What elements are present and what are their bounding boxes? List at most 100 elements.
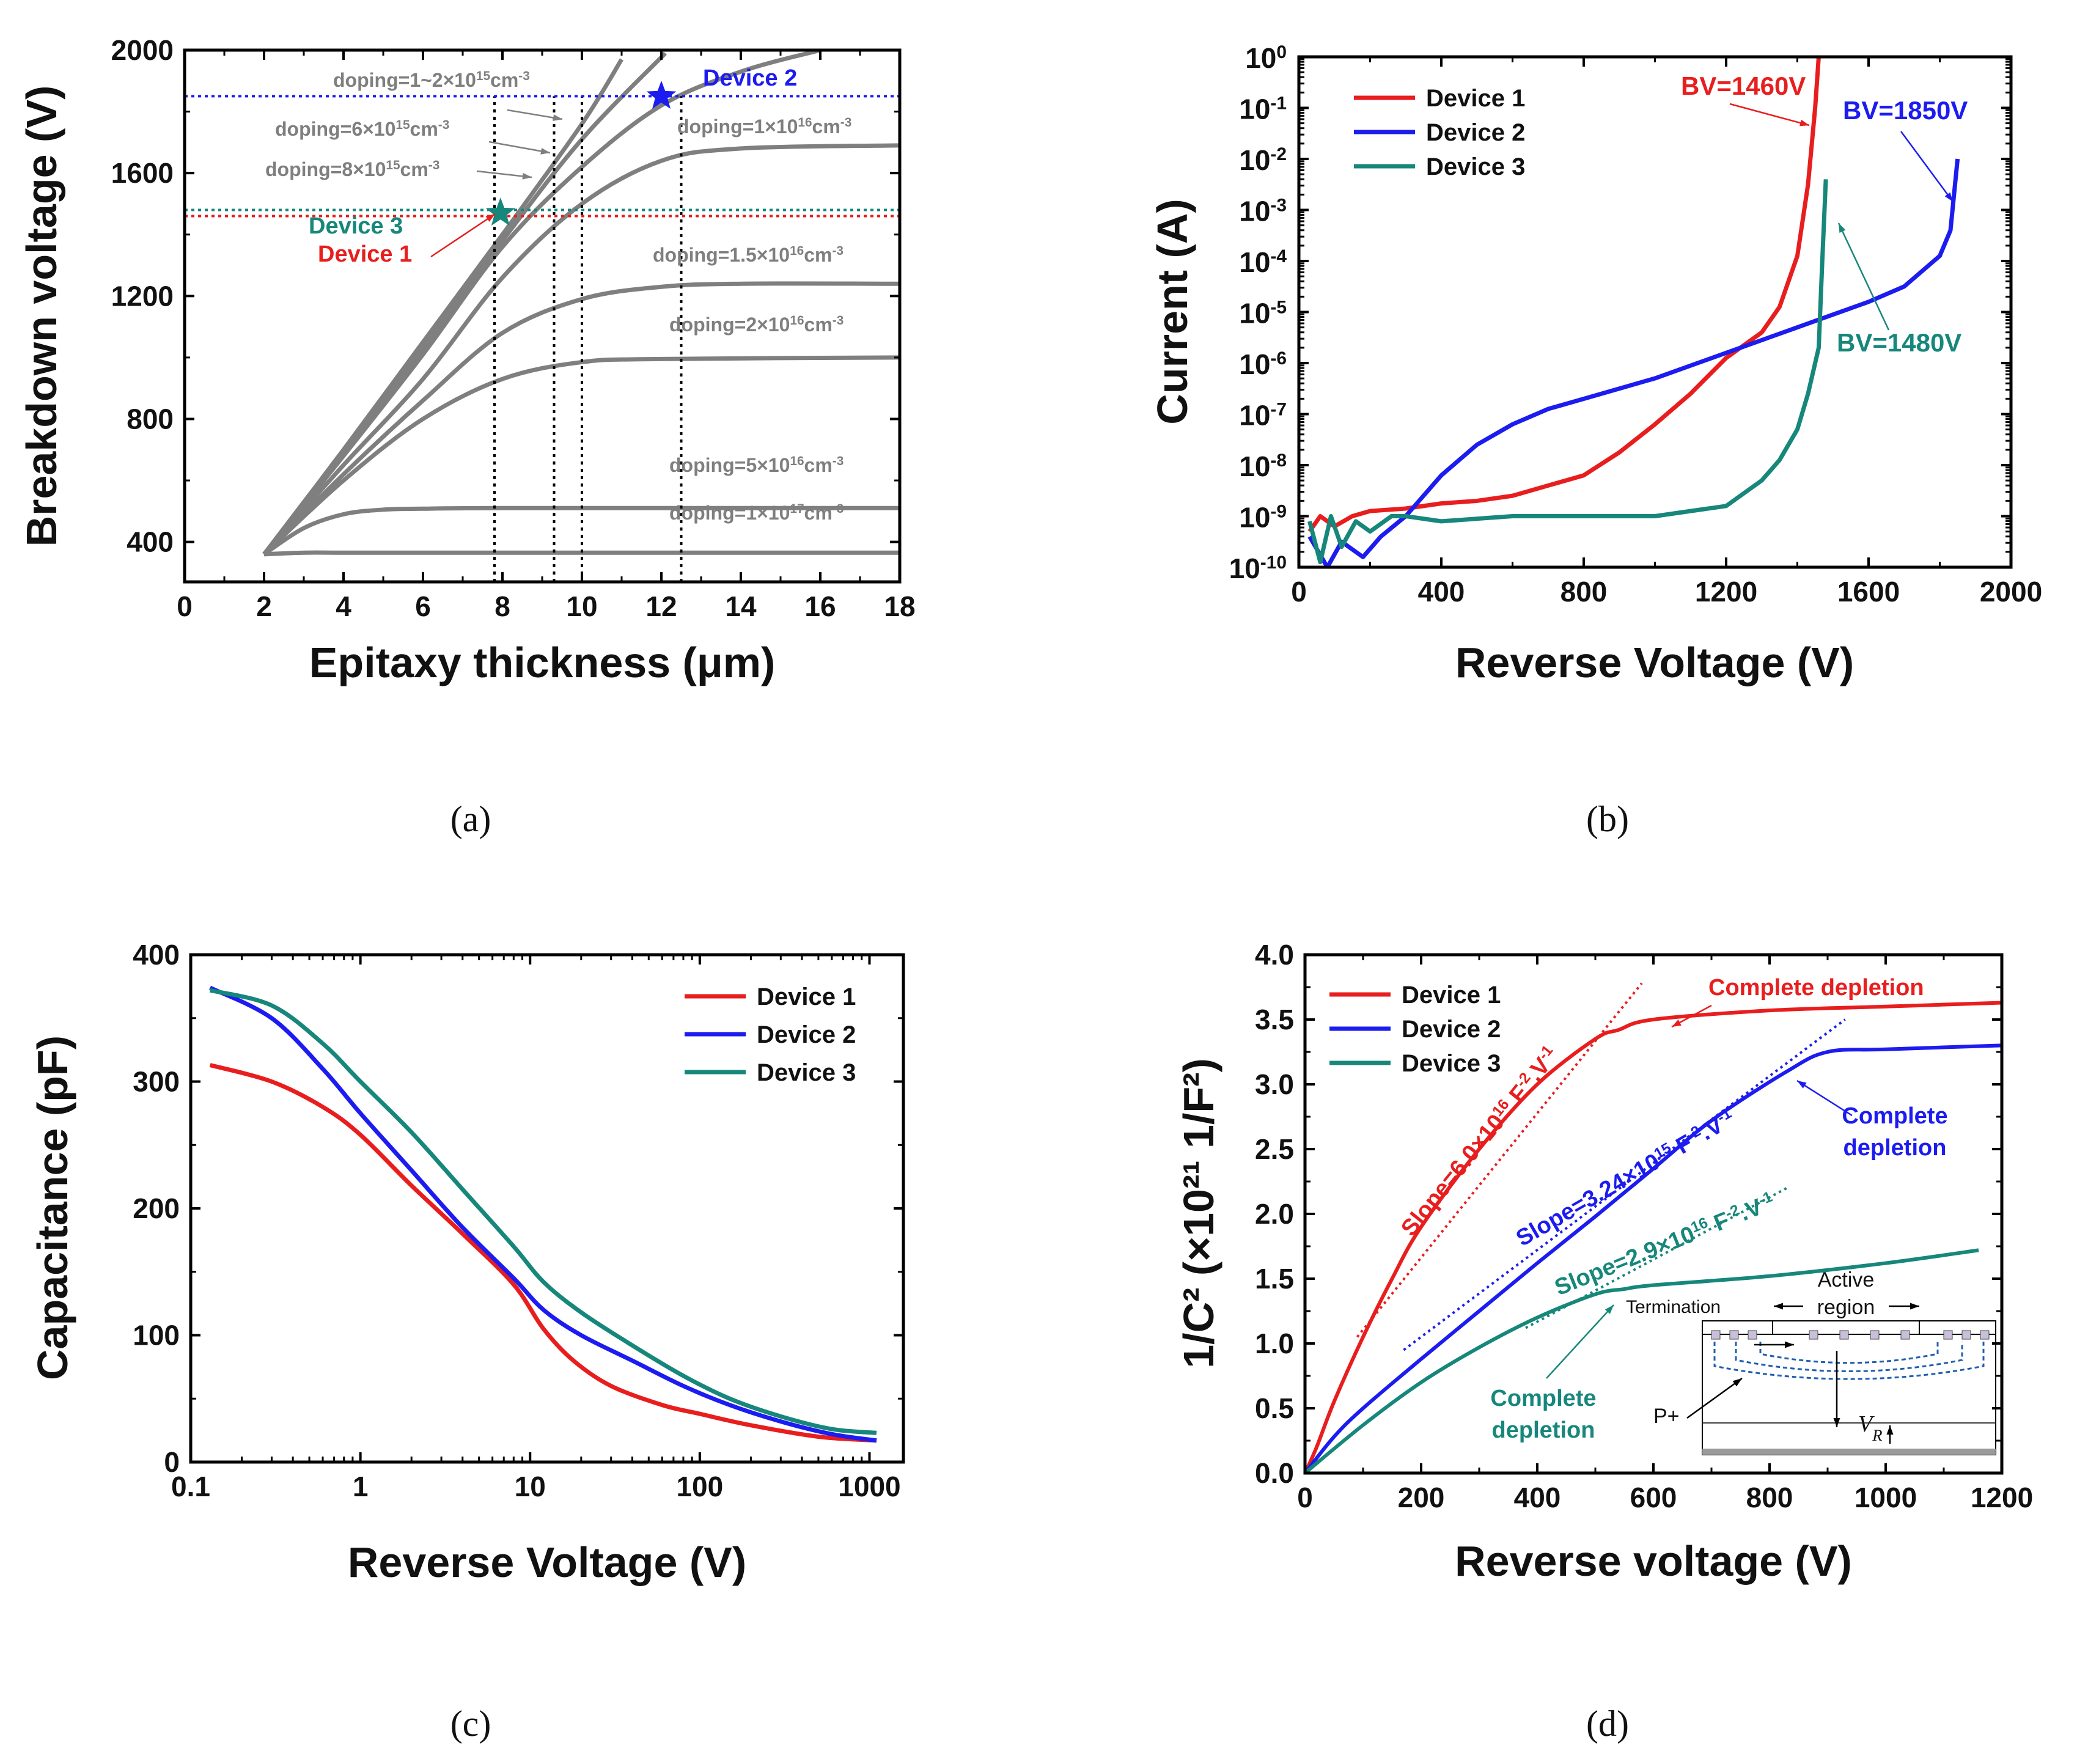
panel-b-y-tick-label: 10-10 [1229,553,1287,585]
panel-a-x-tick-label: 14 [725,590,757,622]
panel-a-curve-label-unit: cm [410,118,438,140]
panel-d-inset-right-pad [1919,1320,1996,1335]
panel-d-inset-backside-metal [1702,1449,1996,1455]
panel-a-x-tick-label: 18 [884,590,915,622]
panel-a-curve-label-text: doping=8×10 [265,158,386,180]
panel-b-bv-device1: BV=1460V [1681,72,1806,100]
panel-a-curve-label-unit-exp: -3 [840,116,852,130]
panel-c-x-tick-label: 1000 [838,1471,900,1502]
panel-a-data-layer [185,50,900,582]
panel-d-inset-p-plus-arrow-line [1686,1377,1743,1419]
panel-a-label-arrow-3-head [522,172,532,180]
panel-b-x-tick-label: 1200 [1695,576,1757,608]
panel-d-inset-ring [1711,1330,1721,1340]
panel-d-y-tick-label: 1.0 [1255,1328,1294,1359]
panel-a-curve-label-unit-exp: -3 [833,454,844,468]
panel-a-curve-label-exp: 15 [386,158,400,172]
panel-b-y-tick-exp: -2 [1270,144,1287,164]
panel-b-y-tick-exp: -9 [1270,501,1287,521]
panel-c-x-axis-label: Reverse Voltage (V) [348,1538,746,1586]
panel-d-inset-ring [1943,1330,1953,1340]
panel-d-x-tick-label: 600 [1630,1482,1677,1513]
panel-b-series-2 [1307,158,1960,567]
panel-b-y-tick-label: 10-9 [1239,501,1287,534]
panel-a-label-arrow-1-head [553,114,562,121]
panel-c-x-tick-label: 10 [515,1471,546,1502]
panel-a-curve-label-exp: 15 [395,118,410,132]
panel-a-x-tick-label: 6 [415,590,431,622]
panel-d-inset-termination-label: Termination [1626,1297,1721,1317]
panel-a-curve-label-text: doping=1~2×10 [333,69,476,91]
panel-b-y-tick-label: 10-8 [1239,450,1287,483]
panel-a-star-2 [485,197,515,226]
panel-d-depletion-arrow-3-head [1605,1305,1614,1314]
panel-b-bv-device1-arrow-head [1799,119,1809,127]
panel-b-data-layer [1307,56,1960,567]
panel-d-inset-ring [1729,1330,1739,1340]
panel-d-inset-depletion-edge [1735,1342,1963,1372]
panel-d-fit-line-1 [1356,982,1643,1338]
panel-b-y-tick-base: 10 [1245,42,1276,74]
panel-d-depletion-label-2a: Complete [1842,1103,1947,1129]
panel-d-y-tick-label: 2.5 [1255,1133,1294,1165]
panel-d-y-tick-label: 3.0 [1255,1068,1294,1100]
panel-d-legend-label-1: Device 1 [1402,982,1501,1009]
panel-b-y-tick-label: 10-2 [1239,144,1287,177]
panel-b-bv-device3-arrow-head [1839,223,1846,233]
panel-d-y-tick-label: 1.5 [1255,1263,1294,1295]
panel-b-y-axis-label: Current (A) [1149,199,1196,424]
panel-b-x-tick-label: 400 [1418,576,1465,608]
panel-d-inset-r-subscript: R [1872,1426,1882,1444]
panel-b-y-tick-exp: -4 [1270,246,1287,266]
panel-c-legend-label-1: Device 1 [757,983,856,1010]
panel-a-curve-label-text: doping=1×10 [669,502,790,524]
panel-a-curve-label-1: doping=1~2×1015cm-3 [333,69,530,92]
panel-d-inset-termination-arrow-head [1784,1341,1794,1348]
panel-a-x-tick-label: 10 [566,590,597,622]
panel-a-curve-4 [262,143,900,556]
panel-d-inset-depletion-edge [1713,1342,1985,1380]
panel-a-curve-label-unit: cm [804,314,833,336]
panel-d-series-2 [1303,1043,2002,1474]
panel-a-x-tick-label: 16 [804,590,836,622]
panel-a-x-tick-label: 12 [645,590,677,622]
panel-a-curve-label-exp: 17 [790,502,804,516]
panel-d-inset-ring [1980,1330,1990,1340]
panel-b-x-tick-label: 2000 [1980,576,2042,608]
panel-a-curve-label-text: doping=1.5×10 [653,244,790,266]
panel-c-series-2 [209,985,877,1443]
panel-d-inset-field-arrow-head [1833,1417,1840,1427]
panel-a-curve-6 [262,355,900,556]
panel-a-curve-3 [262,50,821,556]
panel-b-y-tick-base: 10 [1239,450,1270,482]
panel-b-y-tick-base: 10 [1239,298,1270,329]
panel-b-y-tick-label: 10-5 [1239,297,1287,329]
panel-d-x-tick-label: 1000 [1855,1482,1917,1513]
panel-a-curve-label-unit: cm [400,158,428,180]
panel-d-inset-ring [1809,1330,1818,1340]
panel-d-x-tick-label: 1200 [1971,1482,2033,1513]
panel-d-inset-ring [1748,1330,1757,1340]
panel-d-y-tick-label: 2.0 [1255,1198,1294,1230]
panel-c-y-tick-label: 0 [164,1446,180,1478]
caption-a: (a) [450,799,491,839]
panel-b-y-tick-base: 10 [1239,400,1270,432]
panel-a-y-tick-label: 1200 [111,280,174,312]
panel-a-x-tick-label: 2 [256,590,272,622]
panel-d-inset-body [1702,1334,1996,1455]
panel-a-curve-8 [263,550,900,557]
panel-d-depletion-label-2b: depletion [1844,1135,1947,1161]
panel-a-x-tick-label: 0 [177,590,193,622]
panel-b-y-tick-base: 10 [1239,144,1270,176]
panel-b-y-tick-base: 10 [1239,348,1270,380]
panel-a-y-tick-label: 2000 [111,34,174,66]
panel-b-y-tick-exp: 0 [1276,42,1287,62]
panel-b-y-tick-exp: -6 [1270,348,1287,369]
panel-d-inset-ring [1961,1330,1971,1340]
panel-b-y-tick-label: 100 [1245,42,1287,75]
panel-c-x-tick-label: 0.1 [171,1471,210,1502]
panel-d-series-3 [1304,1248,1979,1475]
panel-a-x-tick-label: 4 [336,590,351,622]
panel-b-y-tick-label: 10-7 [1239,399,1287,432]
panel-a-label-arrow-3-line [476,170,532,178]
